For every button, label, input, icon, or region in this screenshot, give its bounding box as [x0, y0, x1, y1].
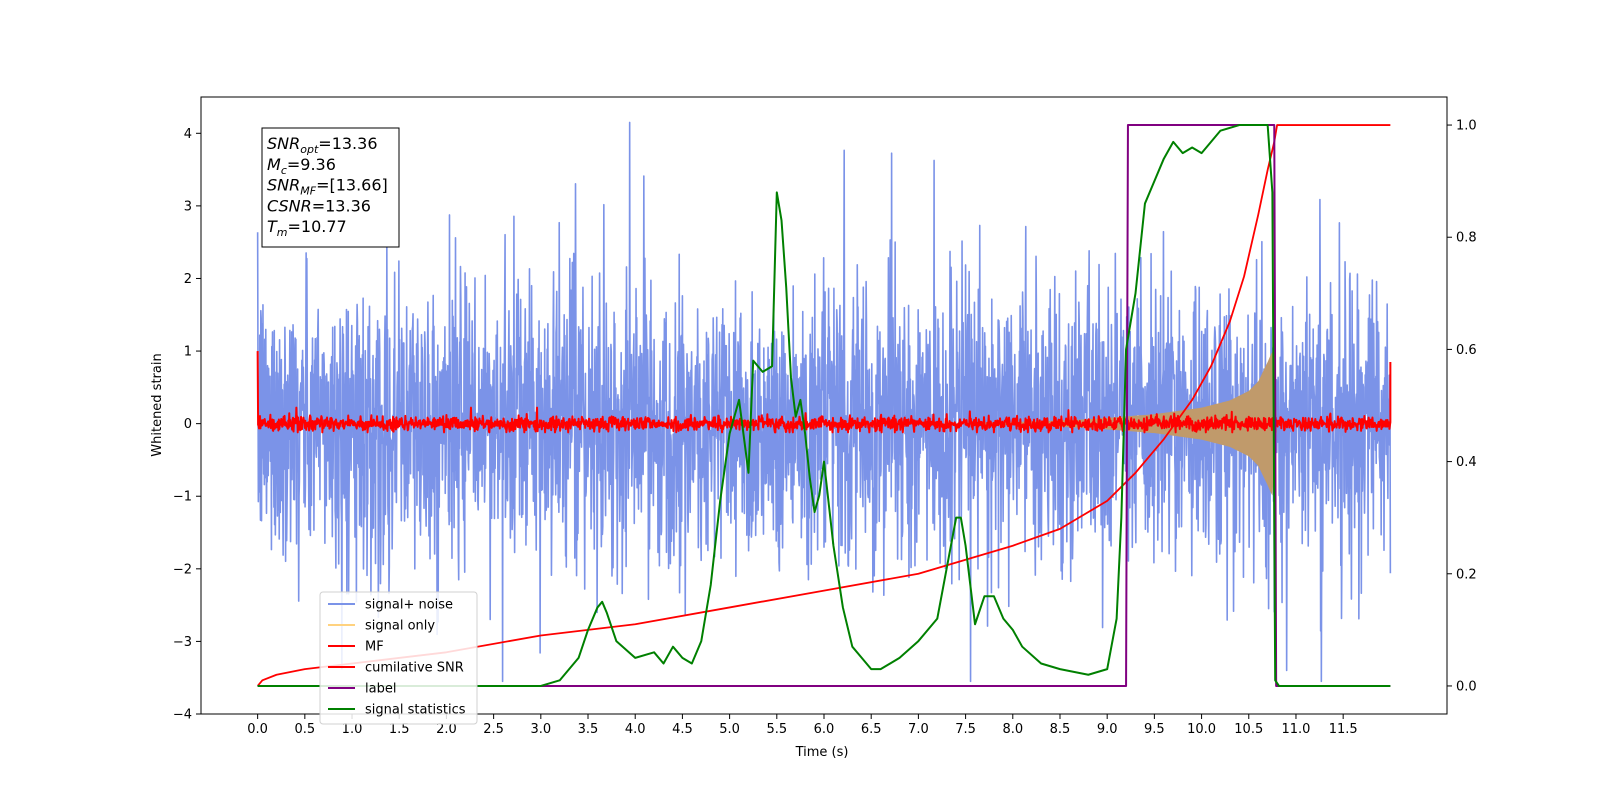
legend-label: signal+ noise: [365, 598, 453, 613]
x-tick-label: 3.0: [530, 722, 551, 737]
x-tick-label: 5.5: [766, 722, 787, 737]
annotation-line: CSNR=13.36: [267, 196, 371, 215]
legend-label: MF: [365, 640, 384, 655]
x-tick-label: 11.0: [1281, 722, 1310, 737]
x-tick-label: 8.0: [1002, 722, 1023, 737]
y2-tick-label: 1.0: [1456, 119, 1477, 134]
series-mf-line: [256, 351, 1392, 434]
y-tick-label: 2: [184, 272, 192, 287]
x-tick-label: 6.0: [814, 722, 835, 737]
legend-label: cumilative SNR: [365, 661, 464, 676]
y2-tick-label: 0.4: [1456, 455, 1477, 470]
x-tick-label: 8.5: [1050, 722, 1071, 737]
x-tick-label: 2.5: [483, 722, 504, 737]
series-signal-noise-line: [256, 121, 1392, 683]
y-tick-label: 1: [184, 345, 192, 360]
y-tick-label: −3: [173, 635, 192, 650]
x-tick-label: 5.0: [719, 722, 740, 737]
x-tick-label: 0.0: [247, 722, 268, 737]
x-tick-label: 7.5: [955, 722, 976, 737]
x-tick-label: 11.5: [1329, 722, 1358, 737]
x-tick-label: 3.5: [578, 722, 599, 737]
y2-tick-label: 0.2: [1456, 567, 1477, 582]
x-tick-label: 4.5: [672, 722, 693, 737]
y2-tick-label: 0.8: [1456, 231, 1477, 246]
annotation-line: SNRMF=[13.66]: [267, 176, 388, 198]
legend-label: signal only: [365, 619, 435, 634]
y-tick-label: −4: [173, 708, 192, 723]
x-axis: 0.0 0.5 1.0 1.5 2.0 2.5 3.0 3.5 4.0 4.5 5.0 5.5 6.0 6…: [247, 714, 1358, 737]
legend-label: label: [365, 682, 396, 697]
annotation-line: Mc=9.36: [267, 155, 336, 177]
legend: signal+ noise signal only MF cumilative SNR…: [319, 591, 478, 725]
y2-tick-label: 0.0: [1456, 679, 1477, 694]
x-tick-label: 4.0: [625, 722, 646, 737]
annotation-frame: [261, 127, 400, 248]
x-tick-label: 1.0: [342, 722, 363, 737]
y-tick-label: −2: [173, 562, 192, 577]
x-tick-label: 9.5: [1144, 722, 1165, 737]
series-signal-statistics-line: [257, 124, 1391, 687]
stats-annotation-box: SNRopt=13.36Mc=9.36SNRMF=[13.66]CSNR=13.…: [261, 127, 400, 248]
x-tick-label: 6.5: [861, 722, 882, 737]
x-tick-label: 7.0: [908, 722, 929, 737]
x-tick-label: 0.5: [294, 722, 315, 737]
x-tick-label: 10.0: [1187, 722, 1216, 737]
x-tick-label: 2.0: [436, 722, 457, 737]
x-tick-label: 10.5: [1234, 722, 1263, 737]
x-tick-label: 1.5: [389, 722, 410, 737]
y-axis-right: 0.0 0.2 0.4 0.6 0.8 1.0: [1447, 119, 1477, 694]
x-axis-label: Time (s): [795, 745, 849, 760]
legend-frame: [319, 591, 478, 725]
legend-label: signal statistics: [365, 703, 466, 718]
y-tick-label: 3: [184, 199, 192, 214]
y-tick-label: 0: [184, 417, 192, 432]
y-tick-label: 4: [184, 127, 192, 142]
annotation-line: SNRopt=13.36: [267, 134, 378, 156]
y-axis-label: Whitened strain: [150, 353, 165, 456]
y-tick-label: −1: [173, 490, 192, 505]
y2-tick-label: 0.6: [1456, 343, 1477, 358]
y-axis-left: −4 −3 −2 −1 0 1 2 3 4: [173, 127, 201, 723]
x-tick-label: 9.0: [1097, 722, 1118, 737]
annotation-line: Tm=10.77: [267, 217, 347, 239]
